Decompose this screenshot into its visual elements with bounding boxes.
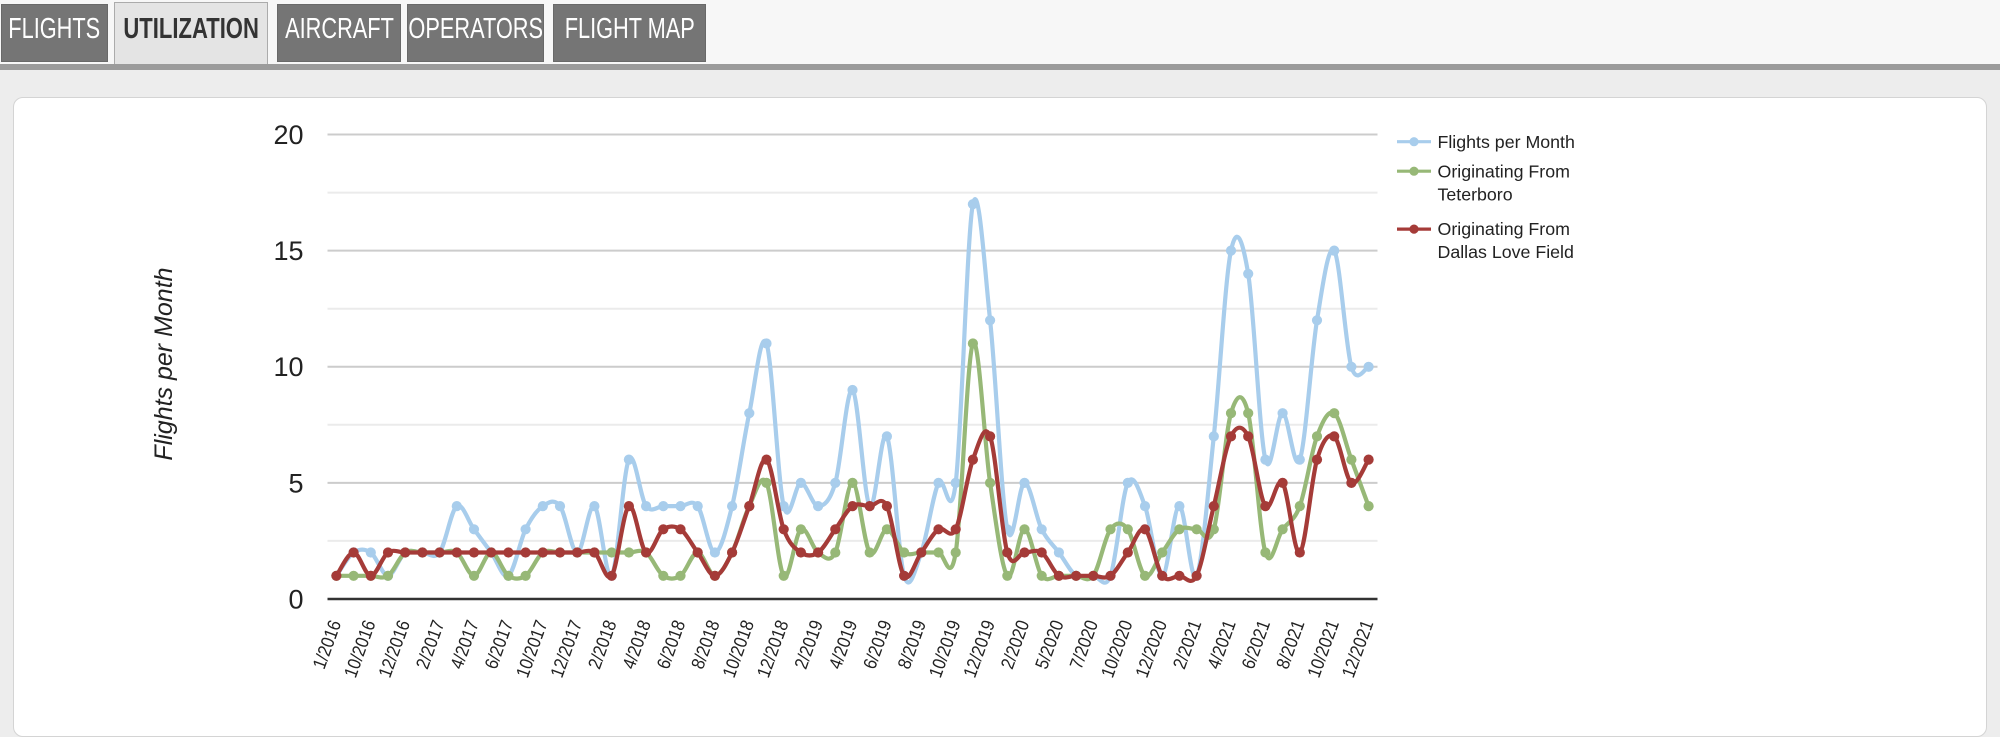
svg-text:6/2021: 6/2021: [1237, 617, 1274, 672]
svg-text:4/2018: 4/2018: [618, 617, 655, 672]
svg-text:10: 10: [273, 352, 303, 382]
svg-text:Teterboro: Teterboro: [1438, 185, 1513, 205]
svg-text:12/2019: 12/2019: [959, 617, 999, 680]
svg-text:2/2019: 2/2019: [790, 617, 827, 672]
svg-text:Dallas Love Field: Dallas Love Field: [1438, 242, 1574, 262]
svg-text:4/2021: 4/2021: [1203, 617, 1240, 672]
svg-text:5: 5: [288, 468, 303, 498]
svg-text:20: 20: [273, 120, 303, 150]
svg-text:12/2020: 12/2020: [1131, 617, 1171, 680]
svg-text:2/2020: 2/2020: [996, 617, 1033, 672]
svg-text:12/2016: 12/2016: [374, 617, 414, 680]
svg-text:8/2018: 8/2018: [687, 617, 724, 672]
svg-text:15: 15: [273, 236, 303, 266]
svg-text:Flights per Month: Flights per Month: [1438, 132, 1575, 152]
svg-text:2/2017: 2/2017: [412, 617, 449, 672]
svg-text:8/2021: 8/2021: [1272, 617, 1309, 672]
svg-text:0: 0: [288, 585, 303, 615]
svg-text:2/2018: 2/2018: [584, 617, 621, 672]
svg-text:4/2017: 4/2017: [446, 617, 483, 672]
svg-text:1/2016: 1/2016: [308, 617, 345, 672]
svg-text:Flights per Month: Flights per Month: [150, 267, 178, 460]
svg-text:Originating From: Originating From: [1438, 162, 1570, 182]
svg-text:12/2018: 12/2018: [752, 617, 792, 680]
svg-text:Originating From: Originating From: [1438, 219, 1570, 239]
svg-text:6/2017: 6/2017: [480, 617, 517, 672]
svg-text:2/2021: 2/2021: [1169, 617, 1206, 672]
svg-text:12/2021: 12/2021: [1337, 617, 1377, 680]
svg-text:4/2019: 4/2019: [824, 617, 861, 672]
svg-text:6/2019: 6/2019: [859, 617, 896, 672]
svg-text:12/2017: 12/2017: [546, 617, 586, 680]
svg-text:5/2020: 5/2020: [1031, 617, 1068, 672]
svg-text:7/2020: 7/2020: [1065, 617, 1102, 672]
svg-text:6/2018: 6/2018: [652, 617, 689, 672]
svg-text:8/2019: 8/2019: [893, 617, 930, 672]
